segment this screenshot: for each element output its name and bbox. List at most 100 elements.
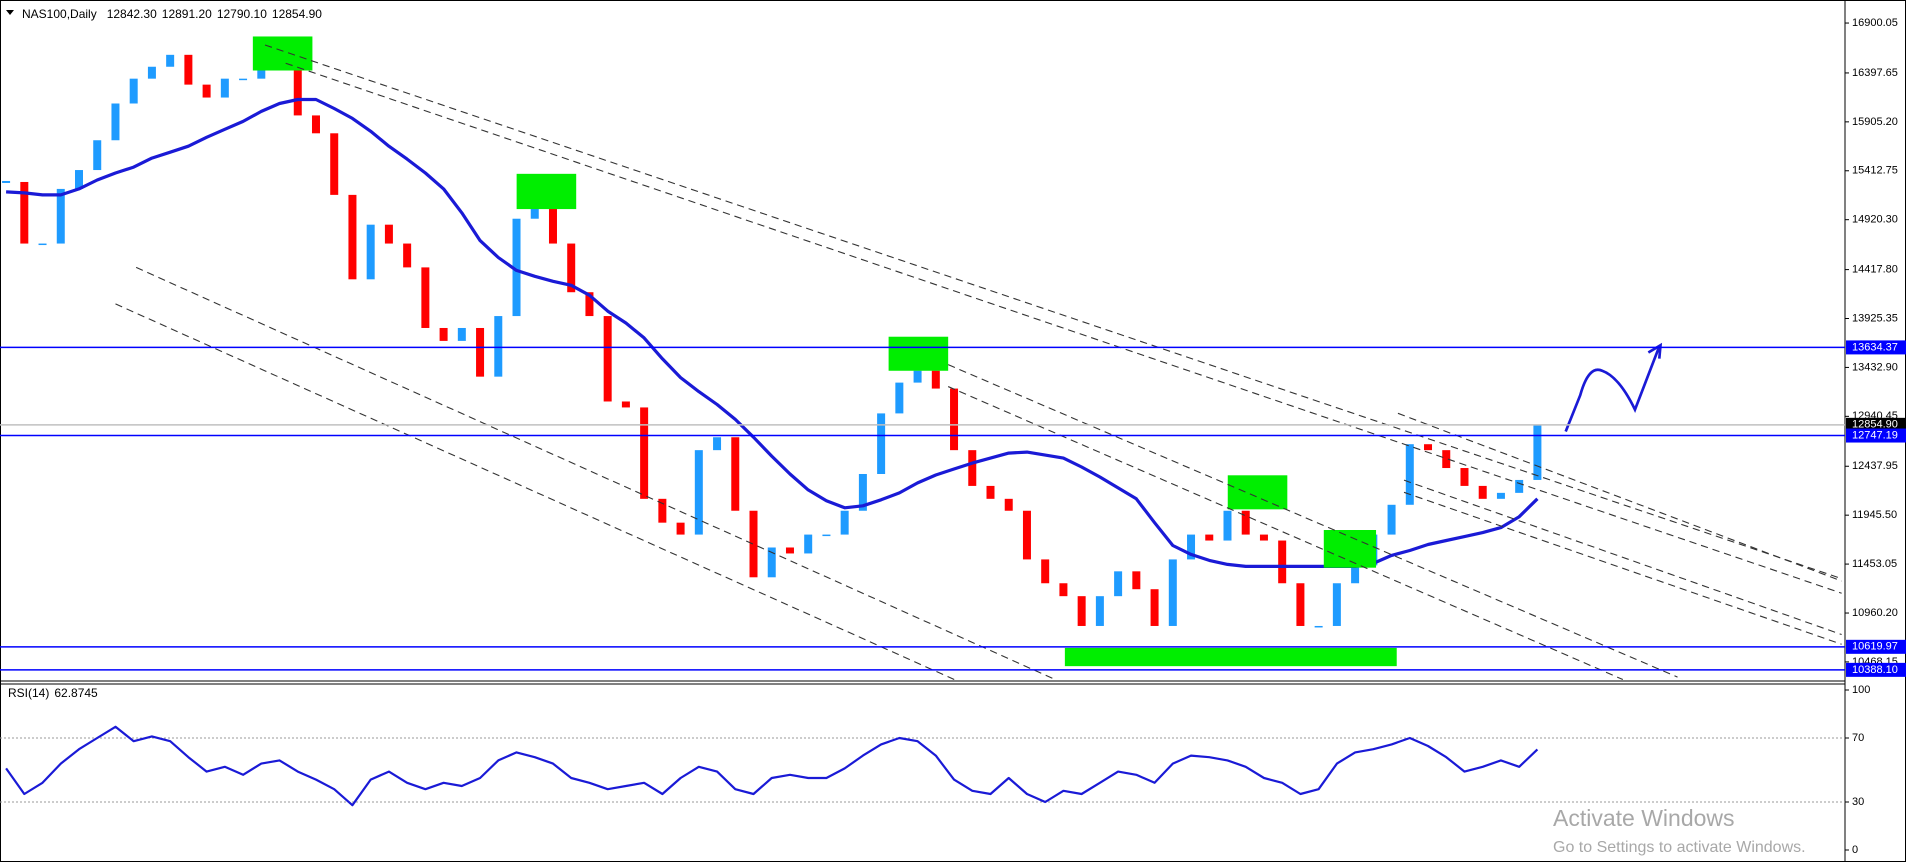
candle (1478, 485, 1487, 499)
candle (749, 510, 758, 578)
candle (548, 194, 557, 244)
candle (767, 547, 776, 578)
rsi-tick-label: 100 (1852, 684, 1870, 696)
candle (1132, 571, 1141, 590)
candle (20, 181, 29, 244)
rsi-tick-label: 30 (1852, 796, 1864, 808)
highlight-box (888, 336, 949, 371)
candle (56, 188, 65, 244)
highlight-box (516, 173, 577, 210)
candle (494, 316, 503, 377)
candle (220, 78, 229, 98)
candle (1351, 565, 1360, 584)
highlight-box (1064, 647, 1397, 667)
open: 12842.30 (107, 7, 157, 21)
candle (1332, 583, 1341, 626)
candle (38, 243, 47, 246)
highlight-box (1323, 530, 1377, 568)
candle (439, 327, 448, 341)
trend-line (947, 364, 1678, 678)
candle (731, 437, 740, 511)
candle (1278, 540, 1287, 584)
candle (822, 534, 831, 537)
candle (202, 84, 211, 98)
level-box (1846, 428, 1906, 443)
trend-line (115, 303, 955, 681)
candle (968, 450, 977, 486)
candle (1442, 450, 1451, 469)
moving-average (6, 97, 1539, 568)
watermark-title: Activate Windows (1553, 805, 1735, 831)
candle (567, 243, 576, 293)
candle (1223, 510, 1232, 541)
y-tick-label: 11453.05 (1852, 558, 1897, 570)
candle (348, 194, 357, 280)
candle (1004, 498, 1013, 511)
y-tick-label: 16397.65 (1852, 67, 1898, 79)
symbol: NAS100,Daily (22, 7, 97, 21)
candle (129, 78, 138, 104)
collapse-icon (6, 10, 14, 15)
y-tick-label: 14417.80 (1852, 264, 1898, 276)
y-tick-label: 12437.95 (1852, 460, 1898, 472)
candle (1041, 559, 1050, 584)
level-label: 10388.10 (1852, 664, 1898, 676)
level-label: 13634.37 (1852, 341, 1898, 353)
candle (1168, 559, 1177, 626)
candle (1296, 583, 1305, 626)
candle (1022, 510, 1031, 560)
y-tick-label: 13432.90 (1852, 361, 1898, 373)
trend-line (264, 44, 1842, 580)
rsi-value: 62.8745 (54, 686, 98, 700)
y-tick-label: 13925.35 (1852, 312, 1898, 324)
candle (931, 370, 940, 389)
candle (1533, 424, 1542, 480)
candle (403, 243, 412, 268)
candle (184, 54, 193, 85)
trend-line (135, 266, 1056, 681)
close: 12854.90 (272, 7, 322, 21)
candle (877, 413, 886, 474)
candle (950, 388, 959, 451)
candle (1187, 534, 1196, 560)
candle (1241, 510, 1250, 535)
candle (804, 534, 813, 554)
candle (421, 267, 430, 328)
candle (330, 133, 339, 195)
level-label: 10619.97 (1852, 641, 1898, 653)
candle (1424, 444, 1433, 451)
y-tick-label: 16900.05 (1852, 17, 1898, 29)
candle (913, 370, 922, 383)
candle (1405, 444, 1414, 505)
candle (476, 327, 485, 377)
candle (111, 103, 120, 141)
highlight-box (252, 36, 313, 71)
candle (1114, 571, 1123, 597)
rsi-tick-label: 70 (1852, 732, 1864, 744)
level-box (1846, 639, 1906, 654)
y-tick-label: 15412.75 (1852, 165, 1898, 177)
candle (311, 115, 320, 134)
candle (603, 316, 612, 402)
candle (512, 218, 521, 317)
candle (75, 170, 83, 189)
candle (1460, 468, 1469, 486)
chart-header: NAS100,Daily 12842.30 12891.20 12790.10 1285… (22, 7, 322, 21)
candle (147, 66, 156, 79)
candle (658, 498, 667, 523)
trend-line (285, 62, 1842, 594)
forecast-arrow (1564, 342, 1663, 433)
trend-line (1403, 491, 1842, 645)
level-box (1846, 340, 1906, 355)
candle (1314, 625, 1323, 628)
candle (366, 224, 375, 280)
candle (384, 224, 393, 244)
candle (585, 292, 594, 317)
candle (621, 401, 630, 408)
watermark-subtitle: Go to Settings to activate Windows. (1553, 839, 1806, 856)
candle (1259, 534, 1268, 541)
annotations (115, 36, 1842, 681)
candle (2, 180, 11, 183)
